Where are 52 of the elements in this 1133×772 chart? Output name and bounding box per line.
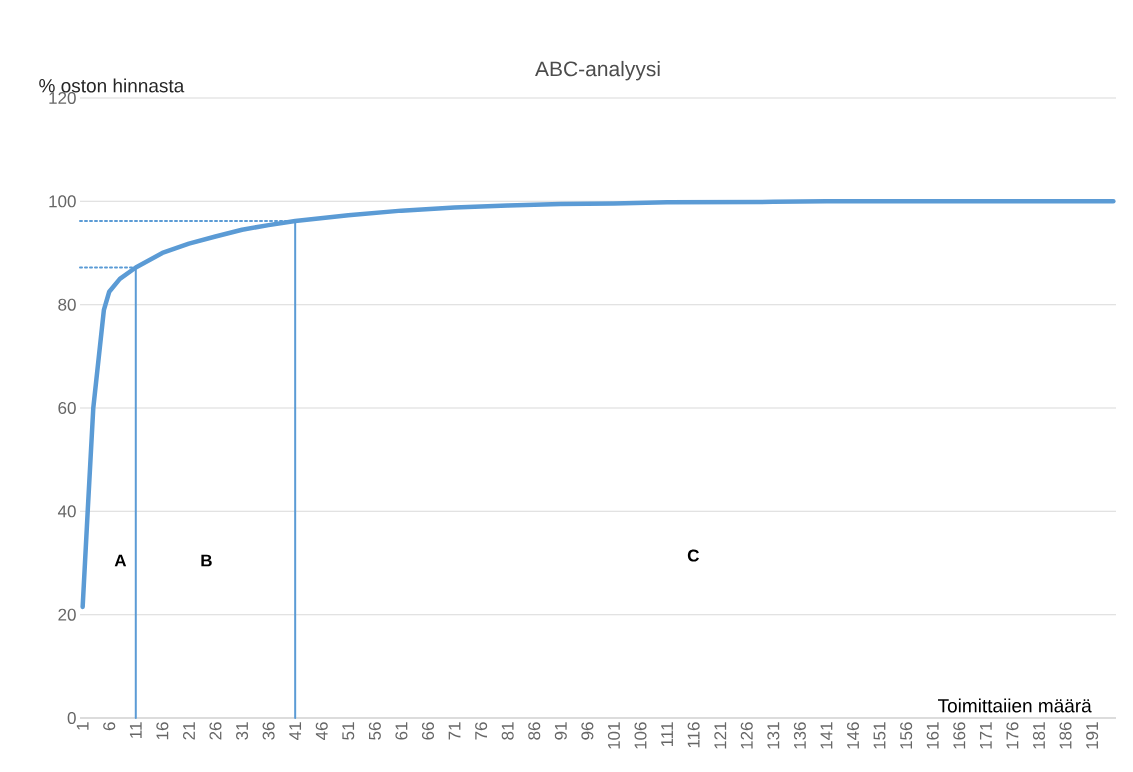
x-tick-label: 156 [900, 722, 913, 749]
x-tick-label: 176 [1006, 722, 1019, 749]
x-tick-label: 66 [421, 722, 435, 740]
y-tick-label: 100 [49, 195, 76, 208]
x-tick-label: 36 [262, 722, 275, 740]
x-tick-label: 96 [581, 722, 594, 740]
x-tick-label: 181 [1032, 722, 1045, 749]
annotation: A [114, 554, 127, 567]
chart-title: ABC-analyysi [535, 60, 660, 81]
x-tick-label: 186 [1059, 722, 1072, 749]
y-tick-label: 60 [58, 401, 76, 415]
x-tick-label: 76 [475, 722, 488, 740]
x-tick-label: 126 [740, 722, 753, 749]
y-tick-label: 0 [67, 711, 76, 725]
x-tick-label: 191 [1086, 722, 1099, 749]
annotation: C [687, 549, 699, 562]
x-tick-label: 136 [793, 722, 806, 749]
x-tick-label: 1 [76, 722, 89, 730]
annotation: B [201, 554, 212, 567]
y-tick-label: 20 [58, 608, 76, 621]
y-tick-label: 40 [57, 505, 76, 518]
x-tick-label: 91 [554, 722, 567, 740]
y-tick-label: 120 [49, 91, 76, 105]
x-tick-label: 116 [687, 722, 700, 748]
x-tick-label: 161 [926, 722, 939, 749]
x-tick-label: 56 [368, 722, 381, 740]
x-tick-label: 26 [209, 722, 222, 740]
x-tick-label: 41 [289, 722, 302, 741]
y-tick-label: 80 [58, 298, 76, 311]
x-tick-label: 16 [156, 722, 169, 740]
x-tick-label: 81 [501, 722, 514, 740]
x-tick-label: 171 [979, 722, 992, 749]
x-tick-label: 51 [342, 722, 355, 740]
x-tick-label: 151 [873, 722, 886, 749]
x-tick-label: 21 [182, 722, 195, 740]
x-axis-title: Toimittaiien määrä [938, 698, 1092, 713]
x-tick-label: 106 [634, 722, 647, 749]
x-tick-label: 121 [714, 722, 727, 749]
y-axis-title: % oston hinnasta [39, 78, 185, 93]
x-tick-label: 111 [661, 722, 673, 747]
x-tick-label: 131 [767, 722, 780, 749]
x-tick-label: 61 [395, 722, 408, 740]
x-tick-label: 141 [820, 722, 833, 749]
x-tick-label: 86 [528, 722, 541, 740]
x-tick-label: 6 [103, 722, 116, 731]
x-tick-label: 11 [129, 722, 142, 738]
x-tick-label: 166 [953, 722, 966, 749]
x-tick-label: 146 [847, 722, 860, 749]
x-tick-label: 101 [607, 722, 620, 749]
x-tick-label: 46 [315, 722, 328, 741]
x-tick-label: 31 [236, 722, 249, 740]
x-tick-label: 71 [448, 722, 461, 740]
